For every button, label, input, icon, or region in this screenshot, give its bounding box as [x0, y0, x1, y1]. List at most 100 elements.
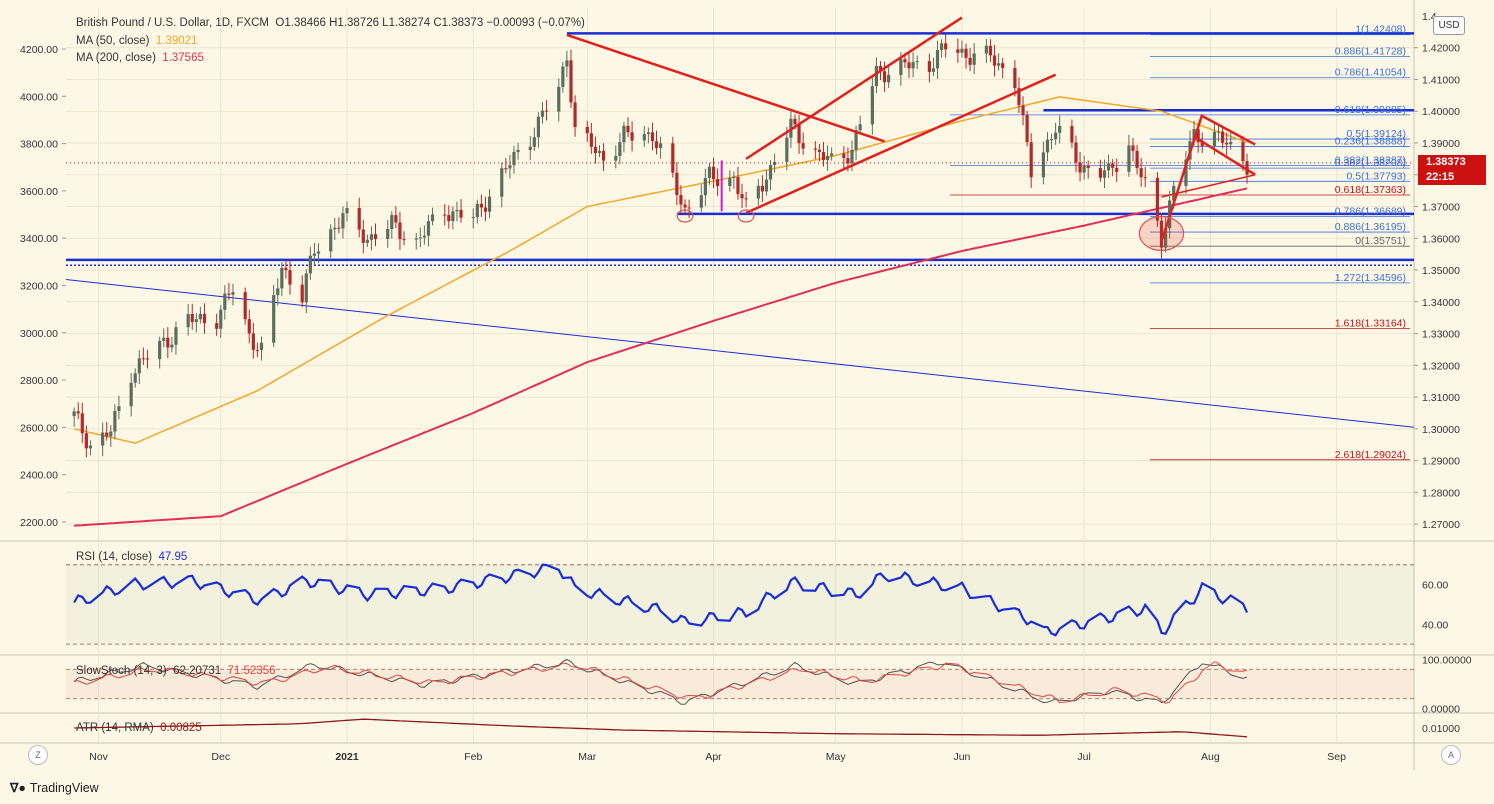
atr-legend[interactable]: ATR (14, RMA) 0.00825 [76, 721, 202, 736]
candle-body [1163, 228, 1168, 248]
tradingview-logo[interactable]: ∇● TradingView [10, 780, 99, 795]
candle-body [1143, 177, 1147, 179]
atr-tick-label: 0.01000 [1422, 723, 1460, 735]
fib-label: 0.5(1.37793) [1346, 170, 1406, 182]
candle-body [141, 358, 145, 360]
candle-body [679, 195, 683, 205]
candle-body [414, 238, 418, 240]
rsi-band [66, 564, 1414, 645]
candle-body [687, 207, 691, 209]
candle-body [390, 215, 394, 229]
y-tick-left-label: 2800.00 [20, 375, 58, 387]
x-tick-label: Dec [211, 751, 230, 763]
highlight-circle [676, 209, 694, 223]
stoch-line-%D [73, 661, 1248, 704]
candle-body [768, 165, 773, 180]
bar-countdown: 22:15 [1426, 171, 1455, 183]
candle-body [842, 153, 846, 159]
candle-body [247, 319, 251, 334]
highlight-circle [1138, 215, 1185, 252]
y-tick-left-label: 3800.00 [20, 139, 58, 151]
candle-body [565, 60, 569, 67]
candle-body [858, 124, 862, 131]
candle-body [1131, 145, 1135, 151]
stoch-tick-label: 100.00000 [1422, 654, 1472, 666]
rsi-value: 47.95 [158, 551, 188, 563]
candle-body [675, 172, 679, 196]
flagpole-line [1160, 114, 1204, 242]
candle-body [683, 204, 687, 208]
candle-body [716, 179, 720, 186]
ma200-legend[interactable]: MA (200, close) 1.37565 [76, 51, 204, 66]
candle-body [113, 411, 117, 432]
zoom-button[interactable]: Z [28, 745, 48, 765]
y-tick-left-label: 2600.00 [20, 422, 58, 434]
ma50-legend[interactable]: MA (50, close) 1.39021 [76, 34, 197, 49]
y-tick-label: 1.35000 [1422, 265, 1460, 277]
candle-body [1074, 142, 1078, 163]
y-tick-left-label: 4000.00 [20, 91, 58, 103]
candle-body [88, 445, 93, 449]
candle-body [471, 217, 475, 219]
candle-body [915, 61, 919, 63]
y-tick-left-label: 3000.00 [20, 328, 58, 340]
candle-body [935, 50, 940, 69]
x-tick-label: Apr [705, 751, 722, 763]
candle-body [536, 116, 541, 138]
candle-body [243, 292, 247, 320]
y-tick-label: 1.28000 [1422, 487, 1460, 499]
candle-body [850, 149, 854, 164]
candle-body [773, 161, 777, 166]
ma50-value: 1.39021 [155, 35, 198, 47]
candle-body [80, 413, 84, 434]
candle-body [597, 150, 602, 154]
stoch-legend[interactable]: SlowStoch (14, 3) 62.20731 71.52356 [76, 664, 275, 679]
chart-header: British Pound / U.S. Dollar, 1D, FXCM O1… [76, 16, 585, 31]
candle-body [1013, 68, 1017, 89]
candle-body [964, 48, 968, 58]
candle-body [447, 215, 451, 222]
rsi-legend[interactable]: RSI (14, close) 47.95 [76, 550, 187, 565]
candle-body [728, 178, 732, 186]
fib-label: 1(1.42408) [1355, 24, 1406, 36]
candle-body [1102, 170, 1107, 178]
fib-label: 2.618(1.29024) [1335, 449, 1406, 461]
candle-body [455, 209, 459, 212]
candle-body [1216, 131, 1221, 133]
candle-body [166, 337, 170, 348]
candle-body [1192, 129, 1196, 142]
candle-body [911, 62, 915, 69]
candle-body [813, 148, 817, 150]
candle-body [956, 49, 960, 53]
candle-body [744, 198, 748, 200]
candle-body [137, 358, 141, 374]
candle-body [1155, 177, 1160, 221]
fib-label: 0.236(1.38888) [1335, 136, 1406, 148]
candle-body [907, 62, 911, 69]
x-tick-label: Nov [89, 751, 108, 763]
y-tick-left-label: 3400.00 [20, 233, 58, 245]
candle-body [1058, 125, 1062, 133]
candle-body [711, 166, 716, 180]
ma200-label: MA (200, close) [76, 52, 156, 64]
candle-body [988, 45, 993, 56]
ma50-label: MA (50, close) [76, 35, 150, 47]
ma200-value: 1.37565 [162, 52, 204, 64]
y-tick-label: 1.36000 [1422, 233, 1460, 245]
candle-body [105, 432, 109, 437]
candle-body [931, 68, 936, 72]
candle-body [699, 195, 703, 208]
currency-badge[interactable]: USD [1433, 16, 1465, 35]
candle-body [939, 43, 944, 51]
y-tick-label: 1.34000 [1422, 297, 1460, 309]
stoch-band [66, 669, 1414, 699]
candle-body [284, 267, 288, 271]
candle-body [316, 251, 321, 254]
candle-body [887, 74, 891, 83]
candle-body [984, 45, 988, 54]
candle-body [487, 196, 492, 212]
auto-scale-button[interactable]: A [1441, 745, 1461, 765]
candle-body [882, 71, 887, 83]
candle-body [443, 214, 447, 216]
